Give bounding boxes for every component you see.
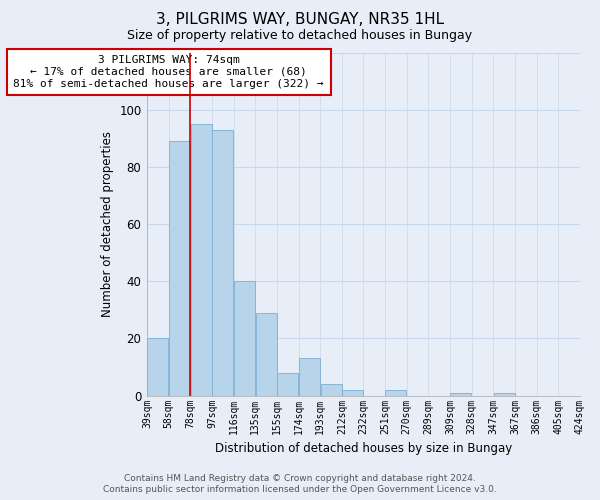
Text: 3 PILGRIMS WAY: 74sqm
← 17% of detached houses are smaller (68)
81% of semi-deta: 3 PILGRIMS WAY: 74sqm ← 17% of detached … [13,56,324,88]
Bar [494,393,515,396]
Bar [169,141,190,396]
Bar [320,384,341,396]
Bar [148,338,169,396]
X-axis label: Distribution of detached houses by size in Bungay: Distribution of detached houses by size … [215,442,512,455]
Bar [277,373,298,396]
Bar [212,130,233,396]
Bar [299,358,320,396]
Bar [256,312,277,396]
Bar [191,124,212,396]
Bar [451,393,472,396]
Bar [385,390,406,396]
Y-axis label: Number of detached properties: Number of detached properties [101,131,113,317]
Bar [234,282,255,396]
Bar [342,390,363,396]
Text: Contains HM Land Registry data © Crown copyright and database right 2024.
Contai: Contains HM Land Registry data © Crown c… [103,474,497,494]
Text: 3, PILGRIMS WAY, BUNGAY, NR35 1HL: 3, PILGRIMS WAY, BUNGAY, NR35 1HL [156,12,444,28]
Text: Size of property relative to detached houses in Bungay: Size of property relative to detached ho… [127,29,473,42]
